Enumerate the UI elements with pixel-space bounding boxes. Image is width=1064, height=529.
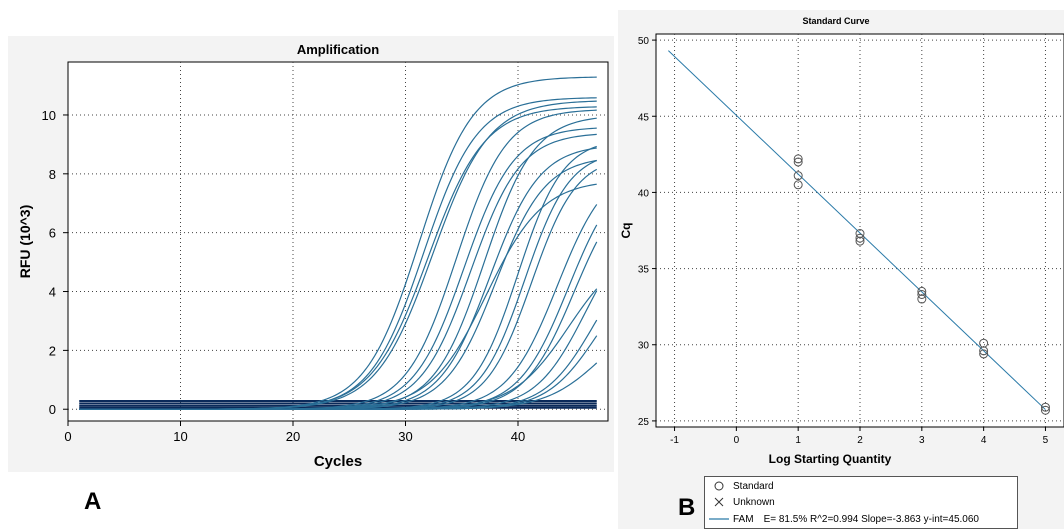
- x-tick-label: 0: [64, 429, 71, 444]
- standard-curve-legend: Standard Unknown FAM E= 81.5% R^2=0.994 …: [704, 476, 1018, 529]
- standard-point: [979, 346, 989, 356]
- standard-point: [793, 180, 803, 190]
- standard-point: [917, 294, 927, 304]
- amplification-curve: [79, 362, 598, 410]
- standard-point: [1040, 405, 1050, 415]
- panel-label-b: B: [678, 494, 696, 521]
- circle-marker-icon: [705, 481, 733, 491]
- x-tick-label: 20: [286, 429, 300, 444]
- line-marker-icon: [705, 514, 733, 524]
- legend-unknown-label: Unknown: [733, 496, 775, 508]
- y-axis-label: Cq: [619, 223, 633, 239]
- standard-point: [979, 349, 989, 359]
- standard-curve-panel: -1 0 1 2 3 4 5 25 30 35 40 45 50 Standard Curve Log St…: [618, 10, 1064, 529]
- panel-label-a: A: [84, 488, 102, 515]
- legend-fam-label: FAM: [733, 513, 754, 525]
- y-tick-label: 50: [638, 36, 650, 47]
- y-tick-label: 35: [638, 265, 650, 276]
- y-tick-label: 45: [638, 112, 650, 123]
- x-tick-label: 3: [919, 435, 925, 446]
- standard-point: [793, 171, 803, 181]
- legend-standard: Standard: [705, 479, 784, 493]
- standard-point: [855, 233, 865, 243]
- x-tick-label: 1: [795, 435, 801, 446]
- standard-point: [793, 157, 803, 167]
- y-tick-label: 4: [49, 285, 56, 300]
- cross-marker-icon: [705, 497, 733, 507]
- standard-point: [917, 289, 927, 299]
- amplification-chart: 0 10 20 30 40 0 2 4 6 8 10 Amplification Cycles RFU (…: [17, 42, 609, 470]
- standard-point: [1040, 402, 1050, 412]
- y-tick-label: 10: [42, 108, 56, 123]
- y-tick-label: 6: [49, 226, 56, 241]
- y-tick-label: 25: [638, 417, 650, 428]
- chart-title: Amplification: [297, 42, 379, 57]
- x-axis-label: Log Starting Quantity: [769, 452, 892, 466]
- standard-point: [855, 236, 865, 246]
- x-tick-label: 0: [734, 435, 740, 446]
- legend-fam-stats: E= 81.5% R^2=0.994 Slope=-3.863 y-int=45…: [763, 513, 979, 525]
- chart-title: Standard Curve: [802, 16, 869, 26]
- x-tick-label: 2: [857, 435, 863, 446]
- y-axis-label: RFU (10^3): [17, 205, 33, 279]
- x-axis-label: Cycles: [314, 453, 362, 470]
- x-tick-label: 40: [511, 429, 525, 444]
- plot-area: [67, 61, 609, 422]
- x-tick-label: 10: [173, 429, 187, 444]
- standard-point: [793, 154, 803, 164]
- x-tick-label: 30: [398, 429, 412, 444]
- amplification-panel: 0 10 20 30 40 0 2 4 6 8 10 Amplification Cycles RFU (…: [8, 36, 614, 472]
- y-tick-label: 0: [49, 402, 56, 417]
- legend-fam: FAM E= 81.5% R^2=0.994 Slope=-3.863 y-in…: [705, 512, 989, 526]
- x-tick-label: -1: [670, 435, 679, 446]
- y-tick-label: 2: [49, 343, 56, 358]
- amplification-curves: [79, 76, 598, 410]
- x-tick-label: 5: [1043, 435, 1049, 446]
- y-tick-label: 30: [638, 341, 650, 352]
- y-tick-label: 8: [49, 167, 56, 182]
- x-tick-label: 4: [981, 435, 987, 446]
- y-tick-label: 40: [638, 188, 650, 199]
- legend-standard-label: Standard: [733, 480, 774, 492]
- legend-unknown: Unknown: [705, 495, 785, 509]
